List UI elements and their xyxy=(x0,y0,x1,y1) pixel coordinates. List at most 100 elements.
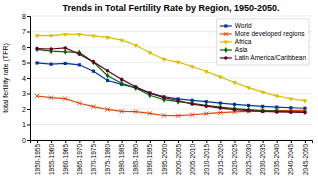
marker xyxy=(261,105,264,108)
series xyxy=(35,46,306,115)
y-tick: 2 xyxy=(22,106,30,113)
marker xyxy=(64,49,67,55)
marker xyxy=(92,60,96,64)
x-tick: 2040-2045 xyxy=(287,140,294,175)
tick-mark xyxy=(65,140,66,143)
marker xyxy=(119,109,123,113)
marker xyxy=(260,91,265,95)
marker xyxy=(92,59,95,65)
tick-mark xyxy=(249,140,250,143)
x-tick: 1960-1965 xyxy=(62,140,69,175)
x-tick: 2015-2020 xyxy=(217,140,224,175)
legend-item: More developed regions xyxy=(220,30,305,38)
marker xyxy=(92,70,95,73)
marker xyxy=(148,91,151,94)
tick-mark xyxy=(263,140,264,143)
marker xyxy=(219,104,222,110)
legend-item: Africa xyxy=(220,38,252,45)
y-tick: 5 xyxy=(22,59,30,66)
marker xyxy=(233,108,237,112)
marker xyxy=(204,70,209,74)
axis-line xyxy=(27,17,31,141)
tick-mark xyxy=(108,140,109,143)
marker xyxy=(275,110,279,114)
tick-mark xyxy=(37,140,38,143)
y-tick: 8 xyxy=(22,13,30,20)
tick-mark xyxy=(51,140,52,143)
tick-label: 2020-2025 xyxy=(231,144,238,175)
x-tick: 1980-1985 xyxy=(118,140,125,175)
marker xyxy=(261,108,264,114)
tick-mark xyxy=(122,140,123,143)
tick-mark xyxy=(291,140,292,143)
x-tick: 2025-2030 xyxy=(245,140,252,175)
x-tick: 2010-2015 xyxy=(203,140,210,175)
marker xyxy=(63,96,67,100)
legend-item: Latin America/Caribbean xyxy=(220,54,307,61)
tick-label: 2025-2030 xyxy=(245,144,252,175)
marker xyxy=(63,33,68,37)
marker xyxy=(77,101,81,105)
legend-label: More developed regions xyxy=(235,30,305,38)
y-axis-label: total fertility rate (TFR) xyxy=(2,43,10,113)
marker xyxy=(148,111,152,115)
tick-mark xyxy=(150,140,151,143)
y-tick: 1 xyxy=(22,121,30,128)
tick-label: 2045-2050 xyxy=(302,144,309,175)
marker xyxy=(303,111,307,115)
tick-mark xyxy=(234,140,235,143)
tick-label: 3 xyxy=(22,90,26,97)
marker xyxy=(64,62,67,65)
marker xyxy=(91,105,95,109)
grid-line xyxy=(30,124,312,125)
legend: WorldMore developed regionsAfricaAsiaLat… xyxy=(217,19,309,65)
marker xyxy=(134,109,138,113)
x-tick: 2030-2035 xyxy=(259,140,266,175)
x-axis: 1950-19551955-19601960-19651965-19701970… xyxy=(31,140,313,175)
tick-mark xyxy=(27,125,30,126)
tick-label: 8 xyxy=(22,13,26,20)
marker xyxy=(289,109,292,115)
grid-line xyxy=(30,78,312,79)
marker xyxy=(204,111,208,115)
marker xyxy=(133,44,138,48)
legend-item: World xyxy=(220,22,252,29)
x-tick: 2020-2025 xyxy=(231,140,238,175)
marker xyxy=(35,34,40,38)
tick-label: 2 xyxy=(22,106,26,113)
tick-mark xyxy=(164,140,165,143)
marker xyxy=(105,107,109,111)
tick-label: 6 xyxy=(22,44,26,51)
marker xyxy=(233,106,236,112)
marker xyxy=(218,111,222,115)
marker xyxy=(147,51,152,55)
axis-line xyxy=(31,141,313,144)
x-tick: 2000-2005 xyxy=(175,140,182,175)
marker xyxy=(246,109,250,113)
marker xyxy=(78,63,81,66)
marker xyxy=(162,96,166,100)
tick-label: 1985-1990 xyxy=(132,144,139,175)
tick-mark xyxy=(192,140,193,143)
marker xyxy=(190,100,193,106)
marker xyxy=(218,76,223,80)
x-tick: 1975-1980 xyxy=(104,140,111,175)
marker xyxy=(91,34,96,38)
x-tick: 1965-1970 xyxy=(76,140,83,175)
marker xyxy=(148,92,151,98)
legend-label: Latin America/Caribbean xyxy=(235,54,307,61)
marker xyxy=(190,102,194,106)
marker xyxy=(78,53,82,57)
marker xyxy=(288,97,293,101)
marker xyxy=(261,110,265,114)
tick-label: 7 xyxy=(22,28,26,35)
tick-mark xyxy=(136,140,137,143)
grid-line xyxy=(30,16,312,17)
y-tick: 0 xyxy=(22,137,30,144)
marker xyxy=(190,65,195,69)
x-tick: 2035-2040 xyxy=(273,140,280,175)
tick-mark xyxy=(93,140,94,143)
marker xyxy=(105,36,110,40)
x-tick: 2005-2010 xyxy=(189,140,196,175)
marker xyxy=(119,39,124,43)
